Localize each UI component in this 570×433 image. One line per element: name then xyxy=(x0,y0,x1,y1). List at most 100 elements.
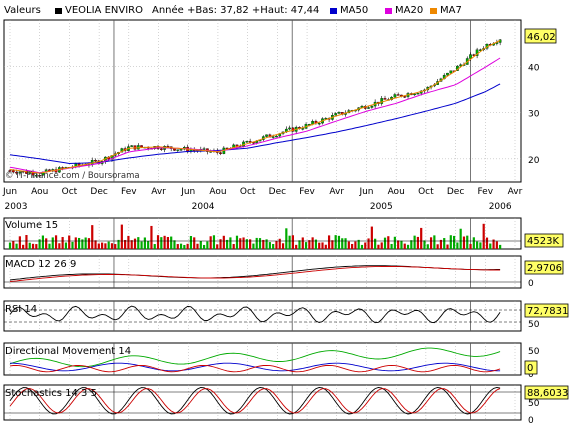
dm-minus-line xyxy=(9,364,501,373)
stoch-tick-label: 0 xyxy=(528,416,534,426)
candle-body xyxy=(15,171,18,174)
volume-bar xyxy=(124,239,127,249)
volume-bar xyxy=(97,243,100,249)
stoch-d-line xyxy=(9,388,501,414)
dm-tick-label: 50 xyxy=(528,347,540,357)
volume-bar xyxy=(87,238,91,249)
volume-bar xyxy=(268,242,271,249)
panel-title-rsi: RSI 14 xyxy=(5,304,37,315)
year-label: 2005 xyxy=(370,202,393,212)
volume-bar xyxy=(12,241,15,249)
candle-body xyxy=(317,122,321,125)
panel-title-volume: Volume 15 xyxy=(5,220,58,231)
y-tick-label: 20 xyxy=(528,156,540,166)
volume-bar xyxy=(226,239,229,249)
volume-bar xyxy=(170,236,173,249)
volume-bar xyxy=(77,237,81,249)
x-tick-label: Avr xyxy=(329,187,344,197)
volume-bar xyxy=(383,237,387,249)
rsi-panel xyxy=(3,300,522,332)
volume-bar xyxy=(295,244,298,249)
x-tick-label: Aou xyxy=(209,187,226,197)
volume-bar xyxy=(117,239,120,249)
candle-body xyxy=(38,175,41,177)
header-label: Valeurs xyxy=(4,5,41,16)
volume-bar xyxy=(28,242,31,249)
volume-bar xyxy=(130,240,133,249)
volume-bar xyxy=(380,242,383,249)
volume-bar xyxy=(387,236,390,249)
volume-bar xyxy=(107,241,110,249)
volume-bar xyxy=(324,244,327,249)
volume-bar xyxy=(84,237,87,249)
candle-body xyxy=(370,105,374,108)
volume-last-box xyxy=(524,233,564,248)
candle-body xyxy=(469,54,472,59)
volume-bar xyxy=(304,242,308,249)
volume-bar xyxy=(426,244,429,249)
candle-body xyxy=(11,170,15,173)
macd-last-box xyxy=(524,260,564,275)
volume-bar xyxy=(347,241,350,249)
volume-bar xyxy=(364,242,367,249)
volume-bar xyxy=(196,243,199,249)
volume-bar xyxy=(298,240,301,249)
candle-body xyxy=(179,149,183,151)
volume-bar xyxy=(291,235,295,249)
macd-panel xyxy=(3,255,522,289)
volume-bar xyxy=(341,238,344,249)
volume-bar xyxy=(459,228,462,249)
watermark: © IT-Finance.com / Boursorama xyxy=(5,171,140,181)
volume-bar xyxy=(275,240,278,249)
candle-body xyxy=(245,141,249,143)
volume-bar xyxy=(393,236,396,249)
x-tick-label: Fev xyxy=(478,187,494,197)
candle-body xyxy=(159,148,163,150)
volume-bar xyxy=(337,235,341,249)
x-tick-label: Dec xyxy=(90,187,107,197)
volume-bar xyxy=(163,235,166,249)
dm-last-value: 0 xyxy=(527,363,533,374)
x-tick-label: Fev xyxy=(299,187,315,197)
volume-bar xyxy=(479,242,482,249)
volume-bar xyxy=(357,239,360,249)
volume-bar xyxy=(61,237,64,249)
candle-body xyxy=(416,93,420,95)
volume-bar xyxy=(71,241,74,249)
volume-bar xyxy=(416,236,420,249)
volume-bar xyxy=(334,235,337,249)
volume-bar xyxy=(166,237,169,249)
volume-bar xyxy=(38,239,41,249)
volume-bar xyxy=(466,235,469,249)
legend-swatch-ma7 xyxy=(430,8,437,14)
volume-bar xyxy=(278,238,281,249)
stoch-last-value: 88,6033 xyxy=(527,388,568,399)
candle-body xyxy=(334,113,338,116)
volume-bar xyxy=(18,236,21,249)
x-tick-label: Fev xyxy=(121,187,137,197)
volume-bar xyxy=(101,242,104,249)
volume-bar xyxy=(25,235,28,249)
volume-bar xyxy=(22,244,25,249)
volume-bar xyxy=(462,236,466,249)
rsi-last-box xyxy=(524,303,569,318)
volume-bar xyxy=(413,235,416,249)
volume-bar xyxy=(189,235,193,249)
volume-bar xyxy=(406,244,410,249)
volume-bar xyxy=(351,243,354,249)
volume-bar xyxy=(420,227,423,249)
volume-bar xyxy=(140,241,143,249)
candle-body xyxy=(275,135,278,138)
x-tick-label: Dec xyxy=(269,187,286,197)
volume-bar xyxy=(91,225,94,249)
volume-bar xyxy=(446,244,449,249)
volume-bar xyxy=(370,226,373,249)
volume-bar xyxy=(15,243,18,249)
volume-bar xyxy=(258,238,262,249)
candle-body xyxy=(337,112,341,114)
volume-bar xyxy=(173,240,176,249)
volume-bar xyxy=(176,244,179,249)
legend-label-ma7: MA7 xyxy=(440,5,462,16)
candle-body xyxy=(25,170,28,174)
